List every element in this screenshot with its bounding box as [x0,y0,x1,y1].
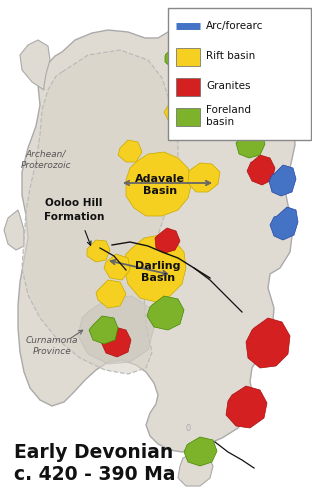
Bar [176,78,200,96]
Polygon shape [164,99,192,124]
Text: c. 420 - 390 Ma: c. 420 - 390 Ma [14,464,175,483]
Text: Curnamona
Province: Curnamona Province [26,336,78,356]
Polygon shape [18,15,295,452]
Polygon shape [184,437,217,466]
Bar [176,108,200,126]
Polygon shape [178,452,213,486]
Polygon shape [252,90,280,120]
Polygon shape [155,228,180,253]
Text: Foreland
basin: Foreland basin [206,105,251,127]
Text: Darling
Basin: Darling Basin [135,261,181,283]
Text: Granites: Granites [206,81,251,91]
Bar [168,8,311,140]
Text: Archean/
Proterozoic: Archean/ Proterozoic [21,150,71,171]
Polygon shape [188,163,220,192]
Polygon shape [87,240,110,262]
Polygon shape [246,318,290,368]
Polygon shape [188,16,224,62]
Polygon shape [20,40,50,90]
Polygon shape [89,316,118,344]
Polygon shape [147,296,184,330]
Polygon shape [126,152,192,216]
Polygon shape [118,140,142,162]
Text: 0: 0 [185,424,191,433]
Polygon shape [124,235,186,302]
Text: Rift basin: Rift basin [206,51,255,61]
Polygon shape [269,165,296,196]
Text: Adavale
Basin: Adavale Basin [135,174,185,196]
Polygon shape [247,155,275,185]
Polygon shape [104,254,130,280]
Polygon shape [4,210,24,250]
Polygon shape [78,296,154,364]
Polygon shape [22,50,178,374]
Polygon shape [214,40,242,70]
Bar [176,48,200,66]
Polygon shape [96,280,126,308]
Text: Early Devonian: Early Devonian [14,442,173,462]
Polygon shape [101,327,131,357]
Text: Ooloo Hill
Formation: Ooloo Hill Formation [44,198,104,222]
Text: Arc/forearc: Arc/forearc [206,21,263,31]
Polygon shape [249,104,286,135]
Polygon shape [236,130,265,158]
Polygon shape [270,207,298,240]
Polygon shape [226,386,267,428]
Polygon shape [240,56,278,88]
Polygon shape [165,47,186,68]
